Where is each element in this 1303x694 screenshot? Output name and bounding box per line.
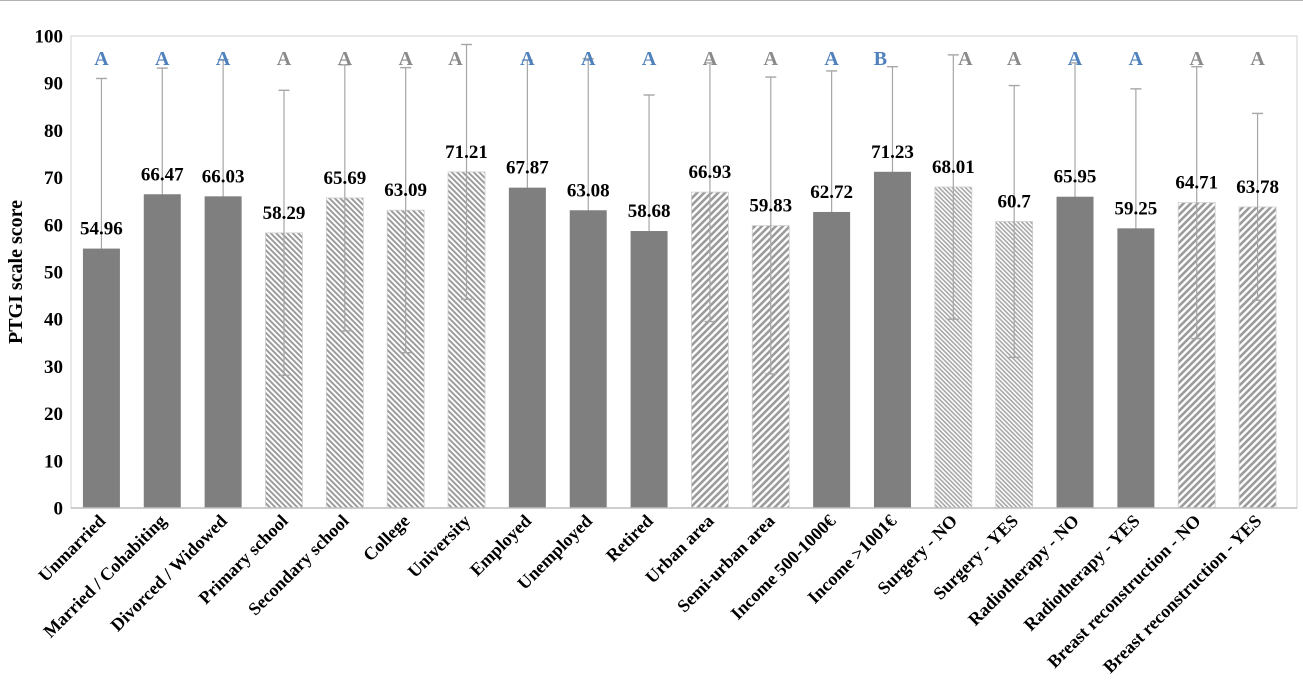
significance-letter: B (874, 48, 887, 70)
value-label: 71.21 (445, 142, 488, 163)
value-label: 65.69 (323, 168, 366, 189)
bar-group (265, 89, 303, 509)
value-label: 60.7 (998, 191, 1032, 212)
significance-letter: A (520, 48, 535, 70)
significance-letter: A (155, 48, 170, 70)
plot-area: 010203040506070809010054.96AUnmarried66.… (34, 27, 1298, 677)
value-label: 64.71 (1175, 173, 1218, 194)
significance-letter: A (1068, 48, 1083, 70)
bar-group (143, 67, 181, 508)
bar-group (82, 77, 120, 508)
bar-group (873, 65, 911, 508)
value-label: 68.01 (932, 157, 975, 178)
bar-group (691, 62, 729, 509)
category-label: College (359, 511, 413, 565)
value-label: 58.68 (628, 201, 671, 222)
bar (873, 171, 911, 508)
bar-group (204, 58, 242, 509)
bar-group (995, 84, 1034, 509)
bar-group (447, 43, 486, 509)
value-label: 66.47 (141, 164, 184, 185)
significance-letter: A (338, 48, 353, 70)
bar (813, 211, 851, 508)
bar (1117, 228, 1155, 508)
significance-letter: A (581, 48, 596, 70)
category-label: Retired (602, 511, 657, 566)
y-tick-label: 40 (44, 310, 63, 331)
bar-group (386, 66, 425, 509)
y-tick-label: 70 (44, 168, 63, 189)
bar-group (569, 57, 607, 509)
bar-group (1056, 62, 1094, 508)
value-label: 63.08 (567, 180, 610, 201)
significance-letter: A (764, 48, 779, 70)
significance-letter: A (1250, 48, 1265, 70)
category-label: Radiotherapy - NO (964, 511, 1083, 630)
value-label: 58.29 (263, 203, 306, 224)
significance-letter: A (216, 48, 231, 70)
y-tick-label: 20 (44, 404, 63, 425)
significance-letter: A (277, 48, 292, 70)
bar (143, 194, 181, 508)
y-tick-label: 80 (44, 121, 63, 142)
value-label: 63.09 (384, 180, 427, 201)
y-tick-label: 50 (44, 263, 63, 284)
value-label: 67.87 (506, 158, 549, 179)
bar (204, 196, 242, 509)
value-label: 66.93 (689, 162, 732, 183)
significance-letter: A (94, 48, 109, 70)
y-tick-label: 0 (54, 499, 64, 520)
category-label: Income 500-1000€ (727, 511, 840, 624)
value-label: 71.23 (871, 142, 914, 163)
bar-group (630, 94, 668, 508)
bar (1056, 196, 1094, 508)
bar-group (1117, 88, 1155, 508)
value-label: 62.72 (810, 182, 853, 203)
significance-letter: A (824, 48, 839, 70)
category-label: Radiotherapy - YES (1020, 511, 1144, 635)
bar (82, 248, 120, 508)
bar-group (813, 70, 851, 508)
bar-group (325, 64, 364, 509)
significance-letter: A (703, 48, 718, 70)
y-tick-label: 10 (44, 451, 63, 472)
significance-letter: A (1189, 48, 1204, 70)
bar (569, 210, 607, 509)
category-label: University (404, 511, 475, 582)
category-label: Divorced / Widowed (106, 511, 230, 635)
value-label: 63.78 (1236, 177, 1279, 198)
y-tick-label: 100 (35, 27, 64, 48)
plot-border (70, 35, 1298, 509)
bar-group (508, 59, 546, 508)
value-label: 65.95 (1054, 167, 1097, 188)
significance-letter: A (448, 48, 463, 70)
bar-group (751, 76, 790, 509)
bar (508, 187, 546, 508)
value-label: 66.03 (202, 166, 245, 187)
y-tick-label: 30 (44, 357, 63, 378)
value-label: 54.96 (80, 219, 123, 240)
y-tick-label: 90 (44, 74, 63, 95)
significance-letter: A (398, 48, 413, 70)
significance-letter: A (642, 48, 657, 70)
significance-letter: A (958, 48, 973, 70)
y-tick-label: 60 (44, 215, 63, 236)
bar-group (934, 54, 973, 509)
bar-group (1238, 112, 1277, 509)
value-label: 59.25 (1115, 198, 1158, 219)
significance-letter: A (1007, 48, 1022, 70)
bar (630, 231, 668, 508)
value-label: 59.83 (749, 196, 792, 217)
bar-group (1177, 65, 1216, 509)
y-axis-title: PTGI scale score (5, 200, 27, 344)
significance-letter: A (1129, 48, 1144, 70)
